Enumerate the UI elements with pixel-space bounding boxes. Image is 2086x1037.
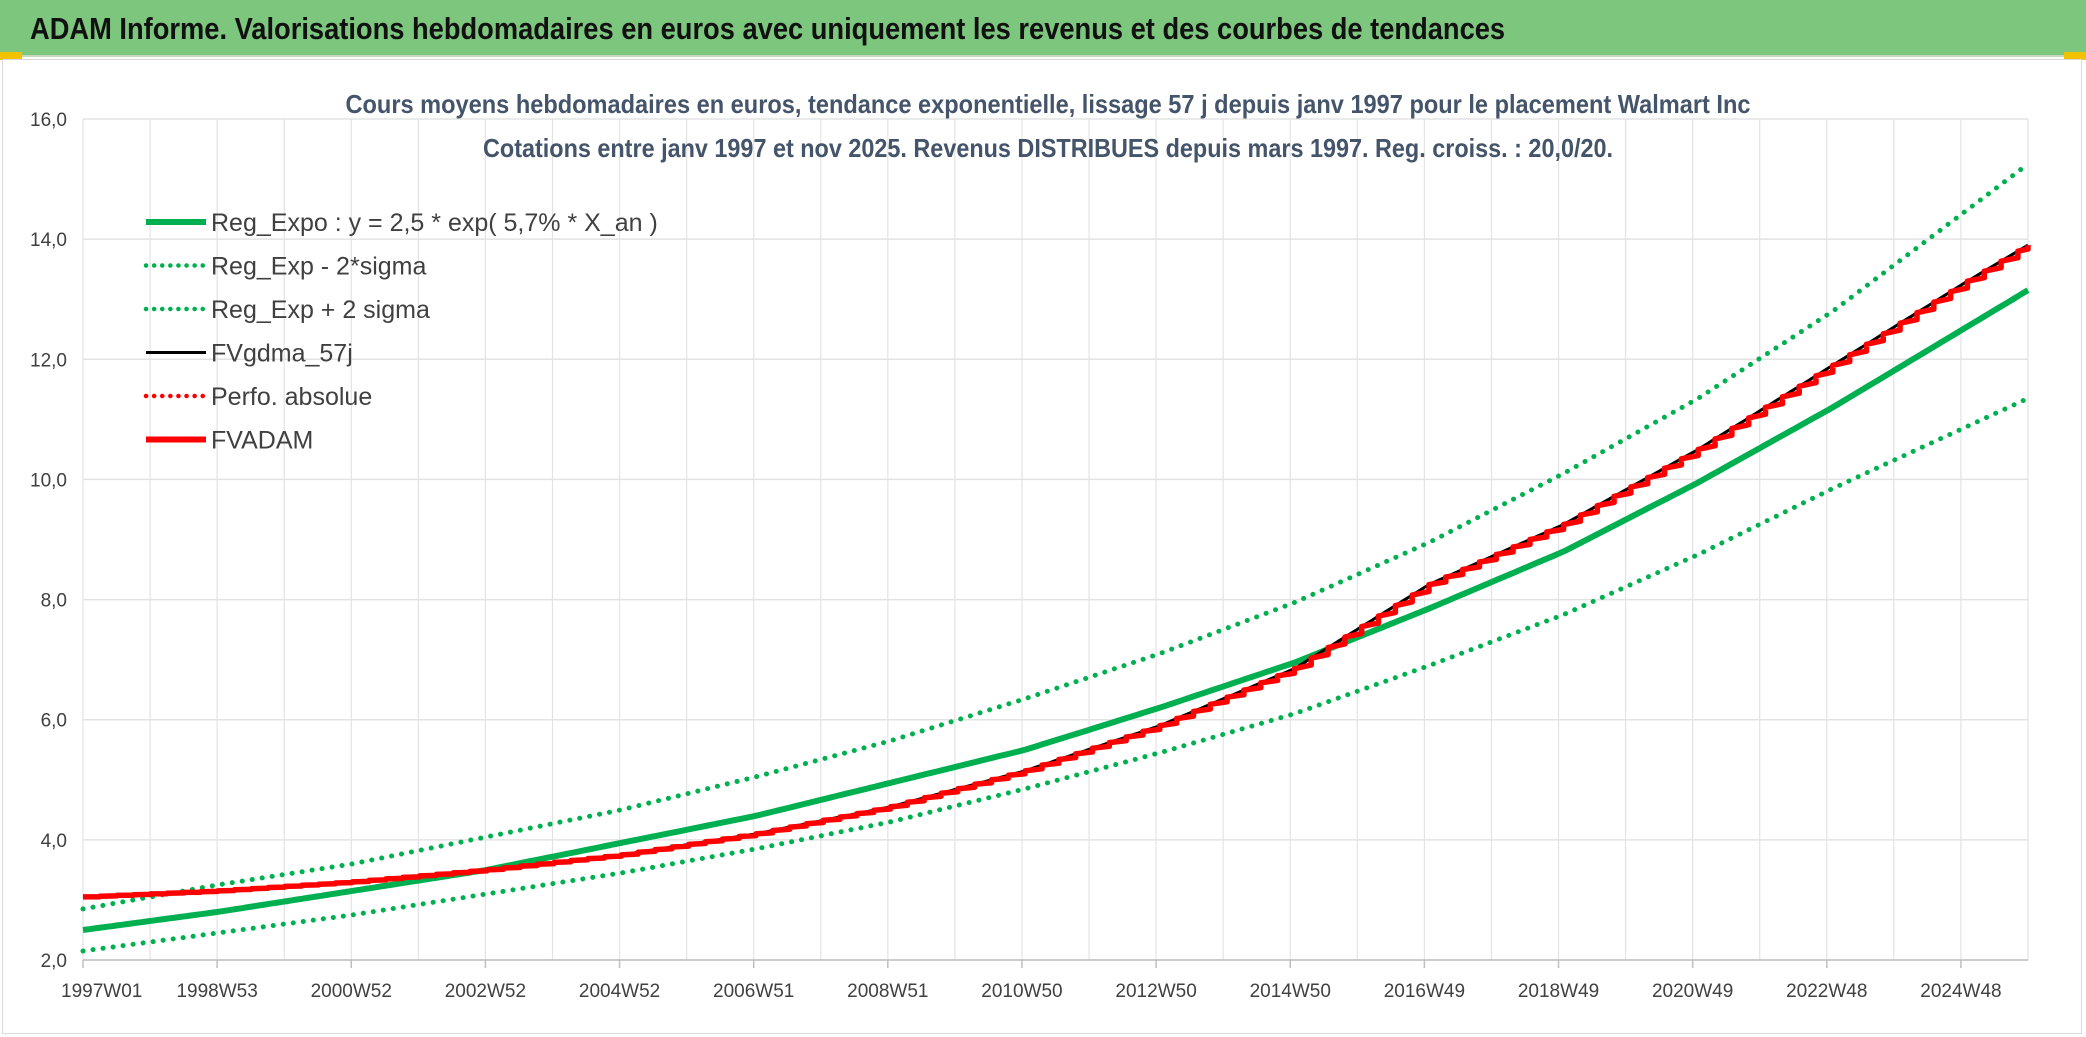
series-line-3: [82, 243, 2029, 899]
series-line-1: [80, 395, 2031, 954]
x-tick-label: 2012W50: [1115, 981, 1196, 1002]
page-title: ADAM Informe. Valorisations hebdomadaire…: [30, 11, 1506, 46]
x-tick-label: 2000W52: [311, 981, 392, 1002]
x-tick-label: 2002W52: [445, 981, 526, 1002]
legend-label-3: FVgdma_57j: [211, 340, 353, 368]
chart-title-line-1: Cours moyens hebdomadaires en euros, ten…: [346, 89, 1751, 119]
x-tick-label: 2014W50: [1250, 981, 1331, 1002]
legend-label-2: Reg_Exp + 2 sigma: [211, 296, 430, 324]
y-tick-label: 14,0: [30, 230, 67, 251]
legend: Reg_Expo : y = 2,5 * exp( 5,7% * X_an ) R…: [143, 209, 658, 455]
axes: 2,0 4,0 6,0 8,0 10,0 12,0 14,0 16,0 1997W01 1998W…: [30, 110, 2028, 1002]
y-tick-label: 10,0: [30, 470, 67, 491]
series-line-2: [80, 161, 2031, 912]
x-tick-label: 1998W53: [176, 981, 257, 1002]
x-tick-label: 2018W49: [1518, 981, 1599, 1002]
chart-frame: 2,0 4,0 6,0 8,0 10,0 12,0 14,0 16,0 1997W01 1998W…: [2, 59, 2082, 1034]
series-line-0: [82, 287, 2030, 933]
x-tick-label: 2024W48: [1920, 981, 2001, 1002]
x-tick-label: 2022W48: [1786, 981, 1867, 1002]
legend-label-1: Reg_Exp - 2*sigma: [211, 253, 426, 281]
y-tick-label: 16,0: [30, 110, 67, 131]
series-line-5: [82, 245, 2031, 900]
legend-label-5: FVADAM: [211, 427, 313, 455]
x-tick-label: 2020W49: [1652, 981, 1733, 1002]
y-tick-label: 6,0: [41, 711, 67, 732]
grid: [82, 118, 2029, 961]
legend-label-0: Reg_Expo : y = 2,5 * exp( 5,7% * X_an ): [211, 209, 658, 237]
y-tick-label: 8,0: [41, 591, 67, 612]
line-chart: 2,0 4,0 6,0 8,0 10,0 12,0 14,0 16,0 1997W01 1998W…: [30, 89, 2031, 1002]
y-tick-label: 4,0: [41, 831, 67, 852]
chart-title-line-2: Cotations entre janv 1997 et nov 2025. R…: [483, 133, 1613, 163]
x-tick-label: 2010W50: [981, 981, 1062, 1002]
x-tick-label: 2008W51: [847, 981, 928, 1002]
x-tick-label: 1997W01: [61, 981, 142, 1002]
y-tick-label: 2,0: [41, 951, 67, 972]
header-banner: ADAM Informe. Valorisations hebdomadaire…: [0, 0, 2086, 57]
corner-mark-left: [0, 52, 22, 60]
x-tick-label: 2006W51: [713, 981, 794, 1002]
corner-mark-right: [2064, 52, 2086, 60]
x-tick-label: 2004W52: [579, 981, 660, 1002]
x-tick-label: 2016W49: [1384, 981, 1465, 1002]
y-tick-label: 12,0: [30, 350, 67, 371]
plot-area: [80, 161, 2031, 954]
legend-label-4: Perfo. absolue: [211, 383, 372, 411]
chart-title: Cours moyens hebdomadaires en euros, ten…: [346, 89, 1751, 163]
